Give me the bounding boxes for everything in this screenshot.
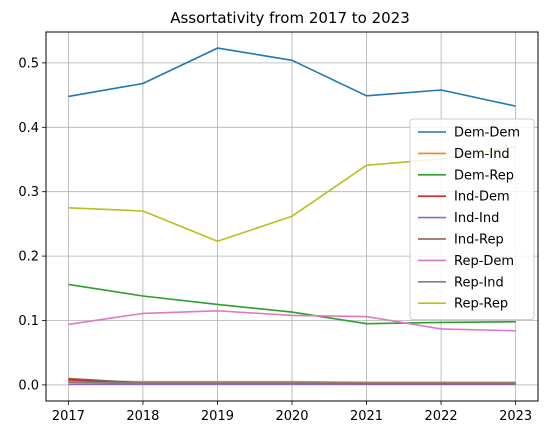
x-tick-label: 2022 bbox=[425, 409, 458, 424]
series-line-dem-dem bbox=[68, 47, 516, 107]
legend-label: Ind-Rep bbox=[454, 233, 504, 248]
series-line-rep-dem bbox=[68, 309, 516, 332]
series-line-rep-ind bbox=[68, 381, 516, 384]
y-axis-ticks: 0.0 0.1 0.2 0.3 0.4 0.5 bbox=[18, 56, 46, 393]
y-tick-label: 0.4 bbox=[18, 121, 39, 136]
legend-label: Rep-Dem bbox=[454, 254, 514, 269]
legend-label: Dem-Dem bbox=[454, 126, 520, 141]
y-tick-label: 0.1 bbox=[18, 314, 39, 329]
legend-label: Ind-Dem bbox=[454, 190, 510, 205]
legend-box bbox=[409, 118, 535, 321]
x-axis-ticks: 2017 2018 2019 2020 2021 2022 2023 bbox=[52, 401, 532, 424]
x-tick-label: 2020 bbox=[275, 409, 308, 424]
x-tick-label: 2019 bbox=[201, 409, 234, 424]
y-tick-label: 0.0 bbox=[18, 378, 39, 393]
series-line-dem-rep bbox=[68, 283, 516, 325]
legend-label: Rep-Ind bbox=[454, 275, 504, 290]
legend-label: Dem-Rep bbox=[454, 168, 514, 183]
x-tick-label: 2018 bbox=[126, 409, 159, 424]
y-tick-label: 0.5 bbox=[18, 56, 39, 71]
chart-title: Assortativity from 2017 to 2023 bbox=[170, 9, 410, 27]
x-tick-label: 2023 bbox=[499, 409, 532, 424]
legend: Dem-Dem Dem-Ind Dem-Rep Ind-Dem Ind-Ind Ind-R… bbox=[409, 118, 535, 321]
legend-label: Dem-Ind bbox=[454, 147, 510, 162]
legend-label: Ind-Ind bbox=[454, 211, 499, 226]
y-tick-label: 0.2 bbox=[18, 250, 39, 265]
x-tick-label: 2017 bbox=[52, 409, 85, 424]
legend-label: Rep-Rep bbox=[454, 297, 508, 312]
y-tick-label: 0.3 bbox=[18, 185, 39, 200]
x-tick-label: 2021 bbox=[350, 409, 383, 424]
